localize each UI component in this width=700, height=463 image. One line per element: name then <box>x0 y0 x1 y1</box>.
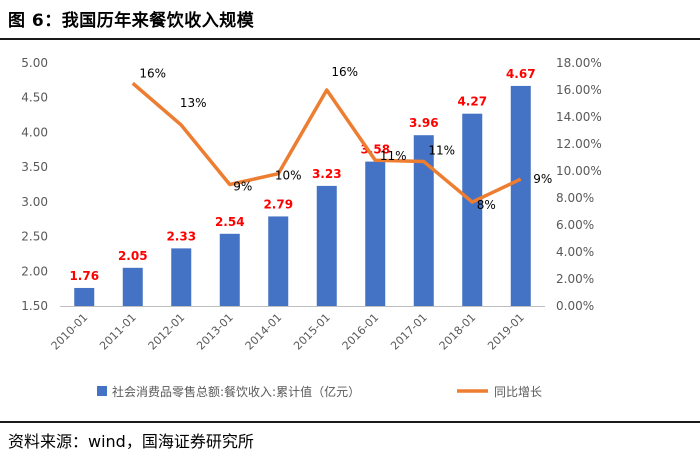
left-tick-label: 1.50 <box>21 299 48 313</box>
left-tick-label: 2.50 <box>21 230 48 244</box>
bar <box>316 185 337 306</box>
legend-bar-swatch <box>97 386 107 396</box>
bar-value-label: 2.79 <box>263 197 293 211</box>
line-value-label: 11% <box>380 149 407 163</box>
left-tick-label: 4.50 <box>21 91 48 105</box>
growth-line <box>131 81 522 204</box>
right-tick-label: 2.00% <box>556 272 594 286</box>
bar-series: 1.76 2.05 2.33 2.54 2.79 3.23 3.58 3.96 4.27 4.67 <box>69 67 536 306</box>
right-tick-label: 8.00% <box>556 191 594 205</box>
line-value-label: 11% <box>428 144 455 158</box>
x-tick-label: 2012-01 <box>146 311 188 353</box>
x-tick-label: 2016-01 <box>340 311 382 353</box>
x-tick-label: 2014-01 <box>243 311 285 353</box>
right-tick-label: 4.00% <box>556 245 594 259</box>
bar-value-label: 2.05 <box>118 249 148 263</box>
bar <box>122 267 143 306</box>
left-tick-label: 3.00 <box>21 195 48 209</box>
bar-value-label: 1.76 <box>69 269 99 283</box>
bar <box>365 161 386 306</box>
source-divider <box>0 421 700 423</box>
x-tick-label: 2017-01 <box>388 311 430 353</box>
legend-bar-label: 社会消费品零售总额:餐饮收入:累计值（亿元） <box>112 384 360 399</box>
bar <box>219 233 240 306</box>
left-tick-label: 2.00 <box>21 264 48 278</box>
right-tick-label: 12.00% <box>556 137 602 151</box>
right-tick-label: 18.00% <box>556 56 602 70</box>
bar-value-label: 3.96 <box>409 116 439 130</box>
figure-title: 图 6：我国历年来餐饮收入规模 <box>8 11 255 31</box>
bar <box>171 248 192 306</box>
chart: 1.50 2.00 2.50 3.00 3.50 4.00 4.50 5.00 0.00% 2.… <box>21 56 602 399</box>
bar-value-label: 2.33 <box>166 229 196 243</box>
line-value-label: 13% <box>180 96 207 110</box>
bar <box>462 113 483 306</box>
x-tick-label: 2010-01 <box>49 311 91 353</box>
x-tick-label: 2013-01 <box>194 311 236 353</box>
x-axis: 2010-01 2011-01 2012-01 2013-01 2014-01 2015-… <box>49 306 545 353</box>
right-tick-label: 14.00% <box>556 110 602 124</box>
right-tick-label: 0.00% <box>556 299 594 313</box>
line-series: 16% 13% 9% 10% 16% 11% 11% 8% 9% <box>131 65 552 212</box>
bar <box>74 287 95 306</box>
legend-line-label: 同比增长 <box>494 385 542 399</box>
bar-value-label: 4.27 <box>457 95 487 109</box>
right-tick-label: 16.00% <box>556 83 602 97</box>
x-tick-label: 2018-01 <box>437 311 479 353</box>
bar <box>413 135 434 306</box>
legend: 社会消费品零售总额:餐饮收入:累计值（亿元） 同比增长 <box>97 384 542 399</box>
line-value-label: 16% <box>331 65 358 79</box>
line-value-label: 9% <box>233 180 252 194</box>
bar <box>510 85 531 306</box>
x-tick-label: 2019-01 <box>485 311 527 353</box>
bar-value-label: 2.54 <box>215 215 245 229</box>
bar-value-label: 3.23 <box>312 167 342 181</box>
right-axis: 0.00% 2.00% 4.00% 6.00% 8.00% 10.00% 12.00% 14.… <box>556 56 602 313</box>
left-tick-label: 4.00 <box>21 125 48 139</box>
right-tick-label: 10.00% <box>556 164 602 178</box>
line-value-label: 8% <box>477 198 496 212</box>
left-tick-label: 3.50 <box>21 160 48 174</box>
right-tick-label: 6.00% <box>556 218 594 232</box>
title-divider <box>0 38 700 40</box>
left-axis: 1.50 2.00 2.50 3.00 3.50 4.00 4.50 5.00 <box>21 56 48 313</box>
left-tick-label: 5.00 <box>21 56 48 70</box>
bar <box>268 216 289 306</box>
line-value-label: 9% <box>533 172 552 186</box>
line-value-label: 16% <box>139 66 166 80</box>
x-tick-label: 2015-01 <box>291 311 333 353</box>
bar-value-label: 3.58 <box>360 143 390 157</box>
bar-value-label: 4.67 <box>506 67 536 81</box>
line-value-label: 10% <box>275 169 302 183</box>
source-note: 资料来源：wind，国海证券研究所 <box>8 432 254 451</box>
x-tick-label: 2011-01 <box>97 311 139 353</box>
